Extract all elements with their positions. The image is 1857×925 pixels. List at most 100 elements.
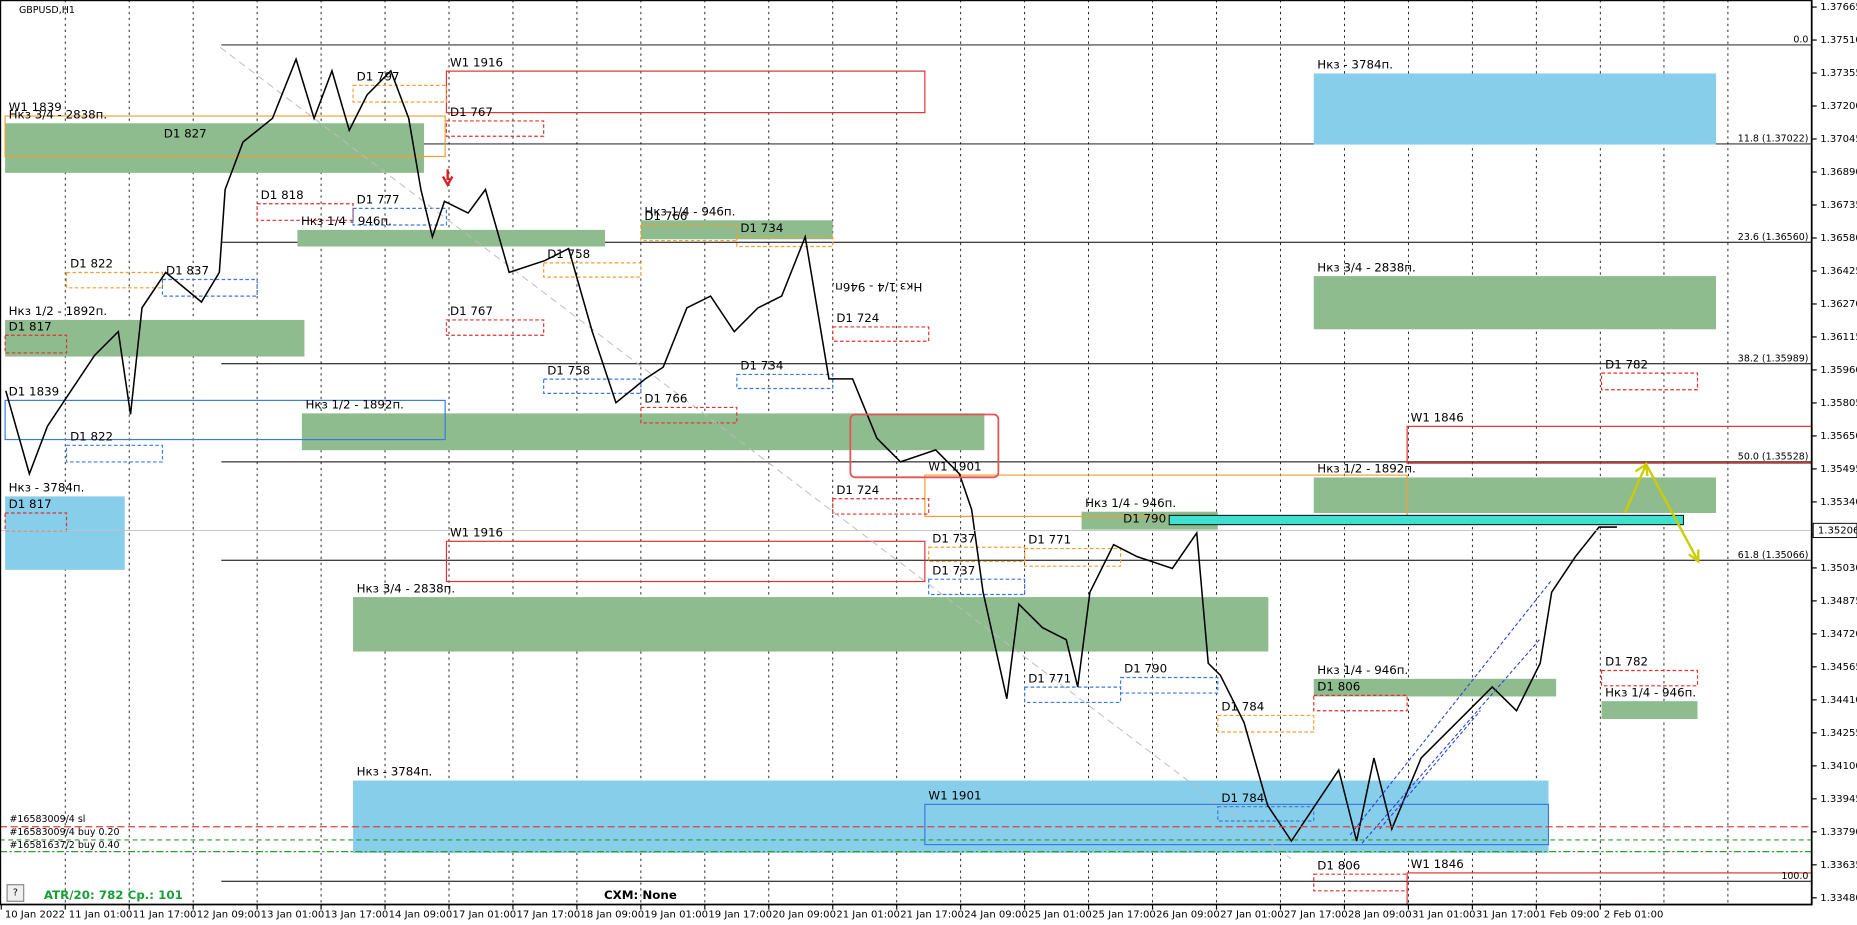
y-tick-label: 1.34720 (1820, 629, 1857, 640)
zone-label: D1 766 (644, 392, 687, 406)
x-tick-label: 12 Jan 09:00 (197, 909, 261, 920)
order-label: #16581637/2 buy 0.40 (9, 840, 119, 851)
x-tick-label: 13 Jan 17:00 (325, 909, 389, 920)
zone-label: Нкз 1/2 - 1892п. (9, 304, 108, 318)
zone-label: D1 737 (932, 531, 975, 545)
y-tick-label: 1.37200 (1820, 101, 1857, 112)
zone-label: Нкз 1/4 - 946п. (1317, 663, 1408, 677)
zone-label: D1 818 (261, 188, 304, 202)
zone-label: D1 817 (9, 319, 52, 333)
zone-red-dashed (1313, 873, 1408, 892)
zone-red (445, 540, 926, 583)
overlay-layer: Нкз - 3784п. Нкз - 3784п. Нкз - 3784п. Нкз … (0, 35, 1812, 882)
x-tick-label: 19 Jan 17:00 (708, 909, 772, 920)
y-tick-label: 1.33790 (1820, 827, 1857, 838)
zone-red-dashed (1600, 669, 1699, 687)
zone-label: Нкз 3/4 - 2838п. (9, 107, 108, 121)
zone-red-dashed (640, 406, 738, 424)
y-tick-label: 1.35960 (1820, 365, 1857, 376)
arrow-head (1688, 549, 1700, 564)
y-tick-label: 1.33480 (1820, 893, 1857, 904)
atr-status: ATR/20: 782 Ср.: 101 (44, 888, 183, 902)
x-tick-label: 20 Jan 09:00 (772, 909, 836, 920)
x-tick-label: 13 Jan 01:00 (261, 909, 325, 920)
y-tick-label: 1.37665 (1820, 2, 1857, 13)
zone-red-dashed (1313, 694, 1408, 712)
zone-label: D1 771 (1028, 671, 1071, 685)
help-button-label[interactable]: ? (13, 887, 18, 898)
zone-green (353, 597, 1269, 652)
y-tick-label: 1.34565 (1820, 662, 1857, 673)
highlight-bar (1168, 514, 1684, 526)
y-tick-label: 1.37045 (1820, 134, 1857, 145)
trend-line (1379, 710, 1481, 830)
zone-label: D1 734 (740, 221, 783, 235)
y-tick-label: 1.35495 (1820, 464, 1857, 475)
zone-label: D1 724 (836, 483, 879, 497)
zone-label: D1 817 (9, 497, 52, 511)
help-button[interactable] (6, 884, 25, 902)
y-tick-label: 1.36890 (1820, 167, 1857, 178)
x-tick-label: 17 Jan 01:00 (453, 909, 517, 920)
zone-blue-outline (924, 803, 1550, 846)
y-tick-label: 1.34410 (1820, 695, 1857, 706)
zone-label: W1 1901 (928, 459, 981, 473)
zone-label: W1 1846 (1411, 857, 1464, 871)
zone-label: Нкз 1/4 - 946п. (1085, 496, 1176, 510)
x-tick-label: 31 Jan 17:00 (1476, 909, 1540, 920)
x-tick-label: 31 Jan 01:00 (1412, 909, 1476, 920)
zone-label: W1 1846 (1411, 411, 1464, 425)
zone-label: Нкз 1/4 - 946п. (1605, 685, 1696, 699)
zone-orange-outline (4, 115, 446, 158)
zone-label: D1 784 (1221, 791, 1264, 805)
trend-line (1349, 580, 1552, 836)
x-tick-label: 26 Jan 09:00 (1156, 909, 1220, 920)
zone-label: Нкз - 3784п. (357, 765, 433, 779)
zone-red-dashed (4, 334, 68, 354)
zone-label: Нкз - 3784п. (1317, 58, 1393, 72)
zone-label: Нкз 1/4 - 946п. (644, 205, 735, 219)
zone-label: Нкз 1/2 - 1892п. (305, 398, 404, 412)
y-tick-label: 1.35805 (1820, 398, 1857, 409)
signal-arrow (441, 169, 454, 188)
y-tick-label: 1.35030 (1820, 563, 1857, 574)
zone-label: D1 790 (1124, 662, 1167, 676)
order-label: #16583009/4 sl (9, 814, 85, 825)
zone-label: W1 1839 (9, 100, 62, 114)
x-tick-label: 11 Jan 01:00 (69, 909, 133, 920)
y-tick-label: 1.36735 (1820, 200, 1857, 211)
zone-blue-dashed (161, 278, 258, 297)
zone-label: D1 784 (1221, 700, 1264, 714)
y-tick-label: 1.34100 (1820, 761, 1857, 772)
zone-green (5, 319, 305, 357)
zone-label: D1 766 (644, 209, 687, 223)
zone-label: D1 767 (450, 304, 493, 318)
zone-label: W1 1916 (450, 526, 503, 540)
zone-label: D1 724 (836, 311, 879, 325)
price-layer (0, 56, 1812, 843)
zone-green (297, 229, 606, 247)
zone-red (445, 70, 926, 114)
zone-blue (353, 780, 1549, 853)
x-tick-label: 27 Jan 17:00 (1284, 909, 1348, 920)
zone-label: D1 822 (70, 430, 113, 444)
zone-label: D1 771 (1028, 533, 1071, 547)
x-tick-label: 28 Jan 09:00 (1348, 909, 1412, 920)
note: D1 827 (164, 126, 207, 140)
highlight-frame (849, 413, 1000, 479)
zone-label: D1 797 (357, 70, 400, 84)
y-tick-label: 1.37510 (1820, 35, 1857, 46)
zone-red-dashed (256, 203, 354, 221)
x-tick-label: 19 Jan 01:00 (644, 909, 708, 920)
zone-label: Нкз 3/4 - 2838п. (1317, 260, 1416, 274)
zone-green (1601, 701, 1698, 720)
zone-red-dashed (445, 319, 545, 336)
note: D1 790 (1123, 511, 1166, 525)
zone-label: D1 737 (932, 563, 975, 577)
zone-blue-dashed (1119, 676, 1219, 694)
x-tick-label: 21 Jan 17:00 (900, 909, 964, 920)
x-tick-label: 1 Feb 09:00 (1540, 909, 1600, 920)
zone-label: Нкз 1/2 - 1892п. (1317, 462, 1416, 476)
x-tick-label: 24 Jan 09:00 (964, 909, 1028, 920)
zone-blue (5, 496, 125, 570)
